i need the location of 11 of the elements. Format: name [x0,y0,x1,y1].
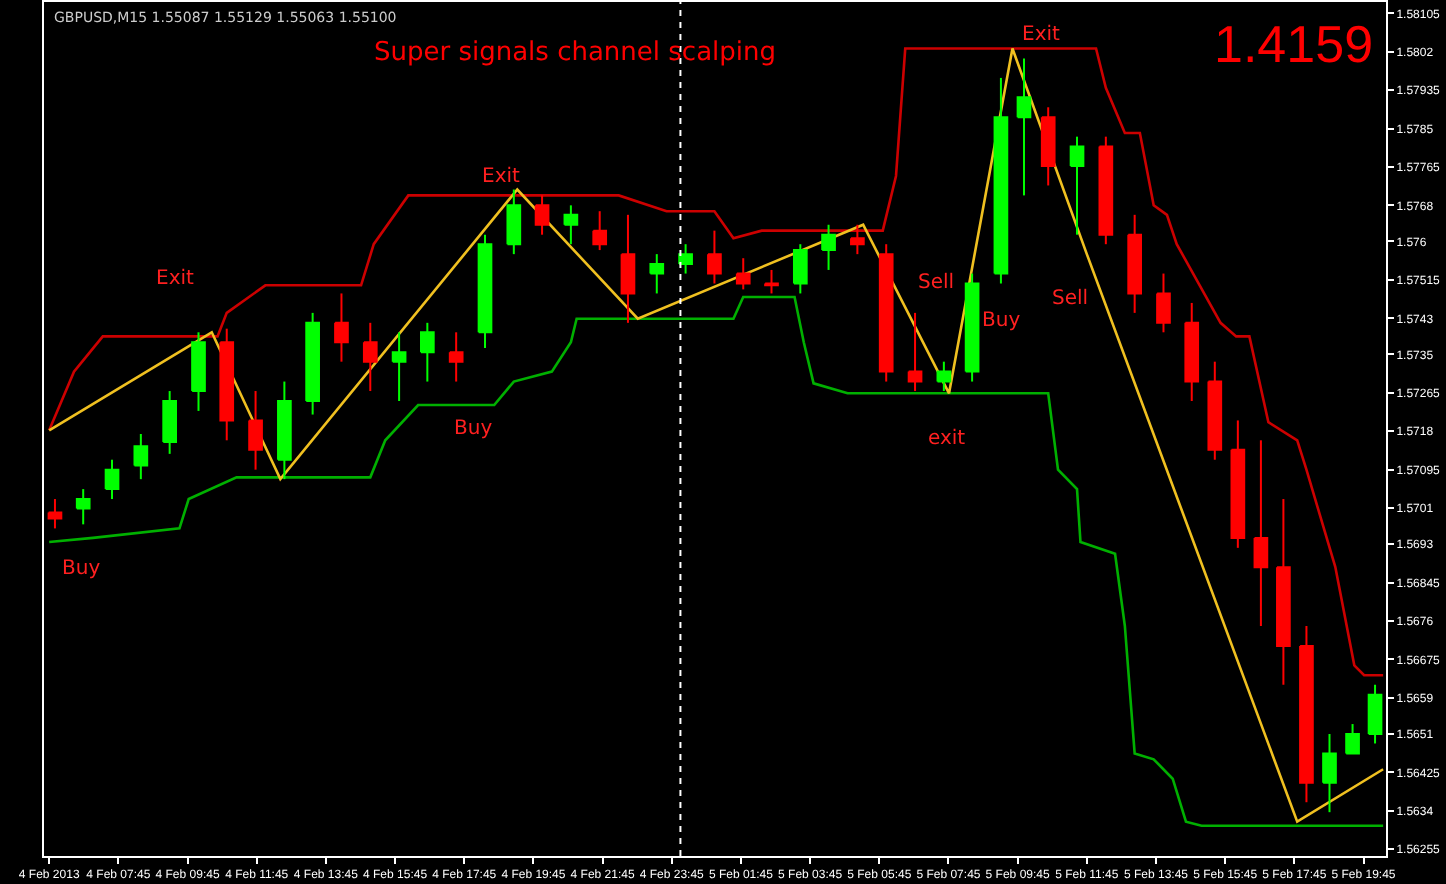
annotation: Sell [918,272,955,294]
text: Super signals channel scalping [374,38,777,68]
annotation: exit [928,428,966,450]
annotation: 1.4159 [1214,14,1374,74]
annotation: Buy [454,418,493,440]
annotation: Buy [62,558,101,580]
annotation: Sell [1052,288,1089,310]
annotation: Exit [156,268,195,290]
annotation: Buy [982,310,1021,332]
annotation: Exit [482,166,521,188]
annotation: Exit [1022,24,1061,46]
